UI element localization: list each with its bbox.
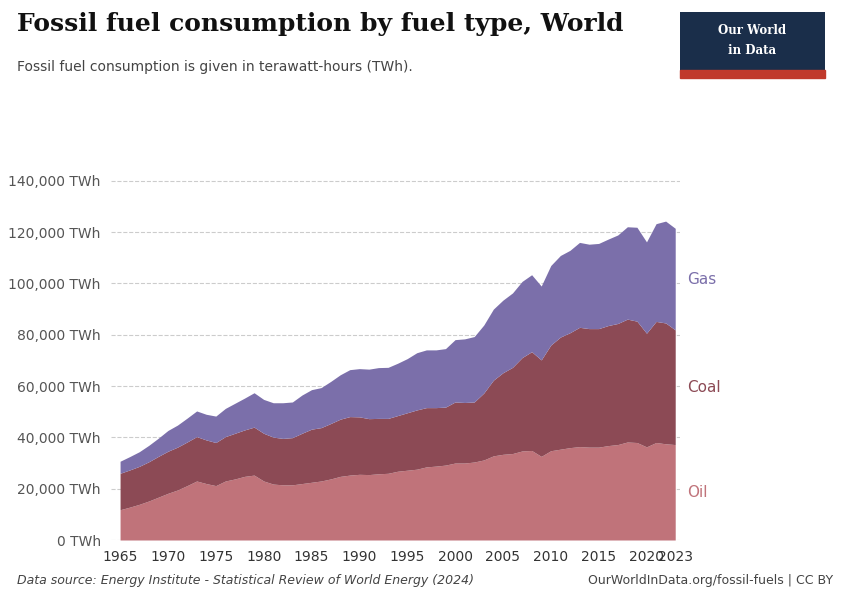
Text: Fossil fuel consumption is given in terawatt-hours (TWh).: Fossil fuel consumption is given in tera…	[17, 60, 413, 74]
Text: Data source: Energy Institute - Statistical Review of World Energy (2024): Data source: Energy Institute - Statisti…	[17, 574, 474, 587]
Text: Coal: Coal	[687, 380, 721, 395]
Text: in Data: in Data	[728, 44, 776, 57]
Text: Fossil fuel consumption by fuel type, World: Fossil fuel consumption by fuel type, Wo…	[17, 12, 624, 36]
Text: Our World: Our World	[718, 24, 786, 37]
Text: Oil: Oil	[687, 485, 707, 500]
Text: Gas: Gas	[687, 272, 717, 287]
Text: OurWorldInData.org/fossil-fuels | CC BY: OurWorldInData.org/fossil-fuels | CC BY	[588, 574, 833, 587]
Bar	[680, 70, 824, 78]
